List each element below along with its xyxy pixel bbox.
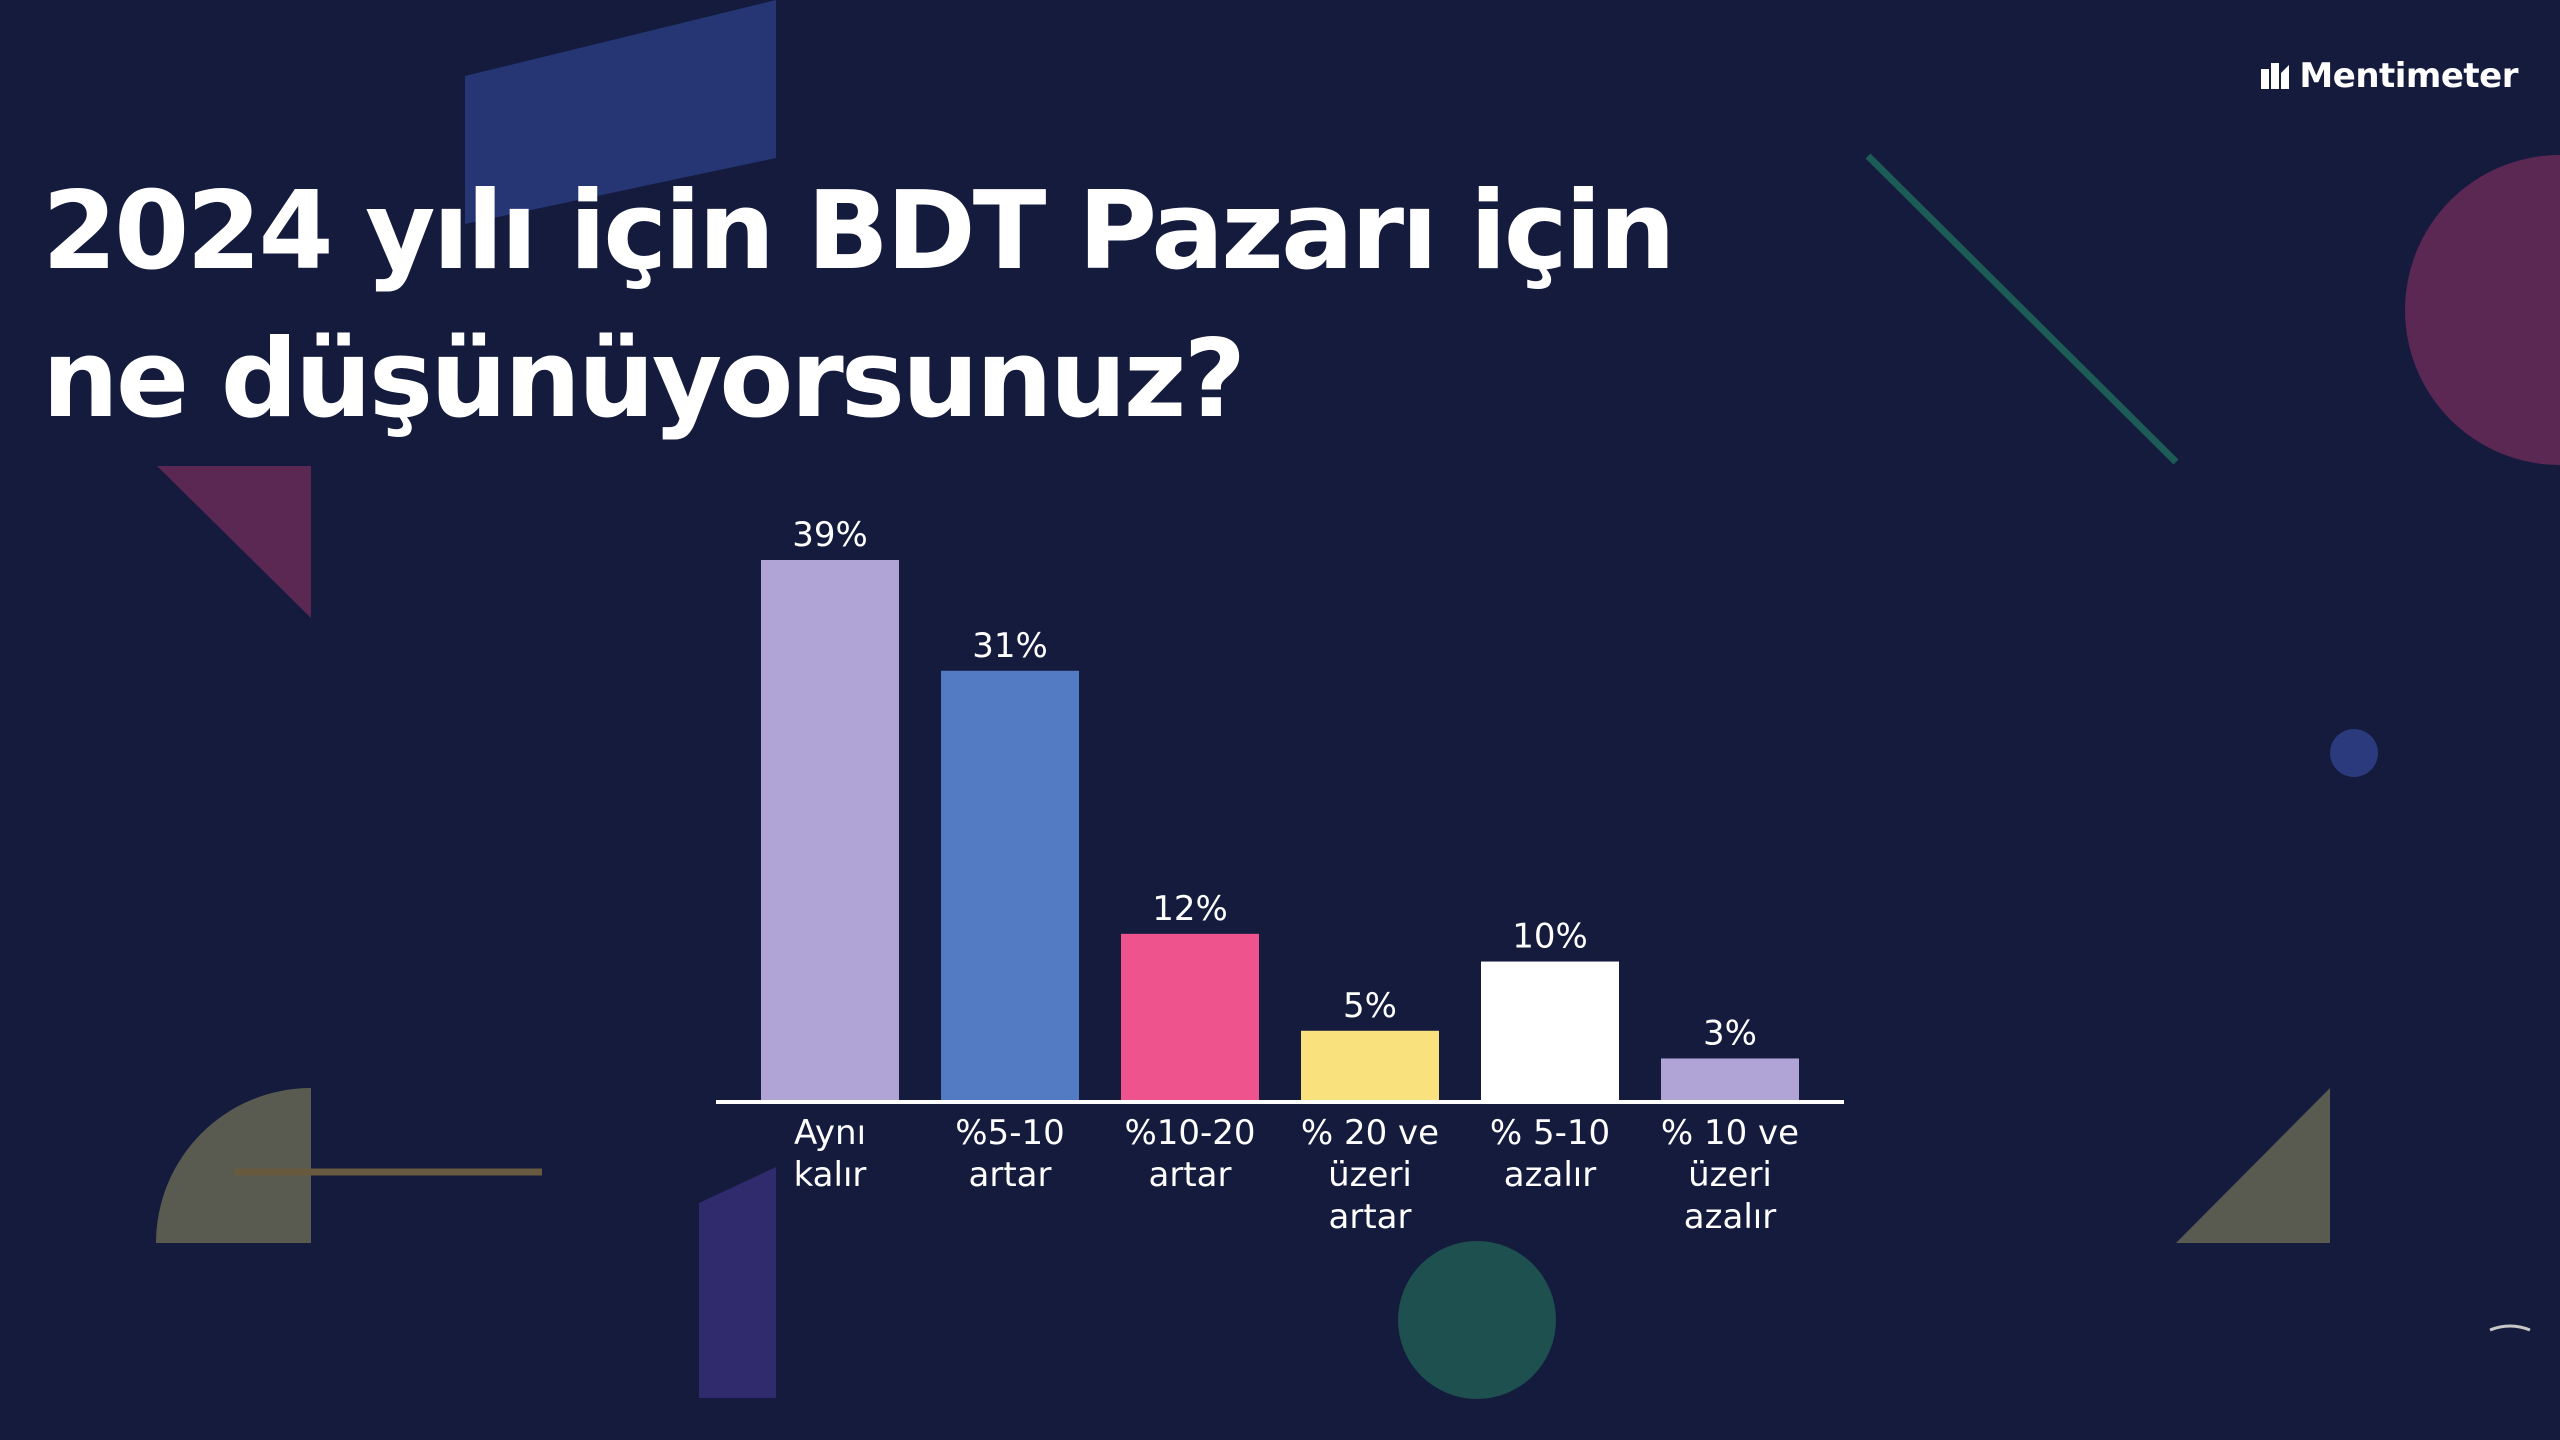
bar-value-label: 5% — [1343, 986, 1397, 1026]
category-label-line: % 10 ve — [1661, 1113, 1799, 1153]
category-label-line: üzeri — [1328, 1155, 1412, 1195]
olive-quarter-circle-shape — [156, 1088, 311, 1243]
category-label: % 5-10 azalır — [1490, 1113, 1610, 1195]
magenta-triangle-shape — [157, 466, 311, 618]
category-label-line: üzeri — [1688, 1155, 1772, 1195]
category-label-line: % 5-10 — [1490, 1113, 1610, 1153]
category-label-line: azalır — [1684, 1197, 1776, 1237]
slide-title: 2024 yılı için BDT Pazarı için ne düşünü… — [42, 169, 1676, 442]
category-label: % 20 ve üzeri artar — [1301, 1113, 1439, 1237]
category-label-line: %5-10 — [955, 1113, 1064, 1153]
magenta-circle-shape — [2405, 155, 2560, 465]
category-label-group: Aynı kalır%5-10 artar%10-20 artar% 20 ve üze… — [794, 1113, 1800, 1237]
small-blue-dot — [2330, 729, 2378, 777]
bar — [1121, 933, 1259, 1100]
bar — [1481, 961, 1619, 1100]
category-label: %5-10 artar — [955, 1113, 1064, 1195]
category-label-line: artar — [969, 1155, 1052, 1195]
category-label-line: kalır — [794, 1155, 867, 1195]
category-label: %10-20 artar — [1124, 1113, 1255, 1195]
bar-value-label: 12% — [1152, 889, 1228, 929]
bar — [1661, 1058, 1799, 1100]
bar-value-label: 31% — [972, 626, 1048, 666]
category-label-line: azalır — [1504, 1155, 1596, 1195]
bar-value-label: 10% — [1512, 917, 1588, 957]
brand-name: Mentimeter — [2299, 56, 2518, 96]
category-label-line: % 20 ve — [1301, 1113, 1439, 1153]
teal-circle-shape — [1398, 1241, 1556, 1399]
category-label: Aynı kalır — [794, 1113, 867, 1195]
category-label-line: %10-20 — [1124, 1113, 1255, 1153]
category-label-line: artar — [1149, 1155, 1232, 1195]
bar-group — [761, 560, 1799, 1100]
category-label-line: Aynı — [794, 1113, 866, 1153]
bar-value-label: 39% — [792, 515, 868, 555]
purple-slanted-block-shape — [699, 1167, 776, 1398]
olive-triangle-shape — [2176, 1088, 2330, 1243]
teal-diagonal-line — [1865, 153, 2179, 465]
blue-parallelogram-shape — [465, 0, 776, 224]
bar-value-label: 3% — [1703, 1013, 1757, 1053]
corner-arc-mark — [2489, 1324, 2531, 1332]
value-label-group: 39% 31% 12% 5% 10% 3% — [792, 515, 1757, 1053]
bar — [1301, 1030, 1439, 1100]
bar — [761, 560, 899, 1100]
bar — [941, 670, 1079, 1100]
category-label: % 10 ve üzeri azalır — [1661, 1113, 1799, 1237]
brand-logo: Mentimeter — [2261, 56, 2518, 96]
mentimeter-logo-icon — [2261, 63, 2290, 89]
category-label-line: artar — [1329, 1197, 1412, 1237]
